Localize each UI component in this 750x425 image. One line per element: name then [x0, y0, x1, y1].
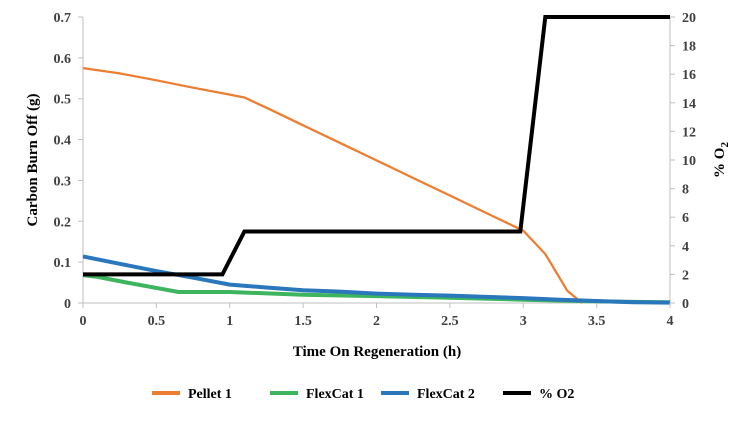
- legend-label-flexcat-2: FlexCat 2: [417, 387, 475, 402]
- x-tick-label: 0.5: [148, 314, 166, 329]
- x-tick-label: 1.5: [294, 314, 312, 329]
- y-tick-label: 0.4: [54, 134, 72, 149]
- x-tick-label: 3.5: [588, 314, 606, 329]
- y-tick-label: 0.5: [54, 93, 72, 108]
- y2-tick-label: 4: [682, 240, 689, 255]
- legend-label-o2: % O2: [539, 387, 574, 402]
- legend-label-pellet-1: Pellet 1: [188, 387, 232, 402]
- x-tick-label: 2: [373, 314, 380, 329]
- ticks-layer: 0 0.5 1 1.5 2 2.5 3 3.5 400.10.20.30.40.50.60.70…: [54, 11, 697, 329]
- y2-tick-label: 12: [682, 125, 696, 140]
- y-tick-label: 0.3: [54, 174, 72, 189]
- series-line-o2: [83, 15, 670, 277]
- x-tick-label: 3: [520, 314, 527, 329]
- y-tick-label: 0: [64, 297, 71, 312]
- y-tick-label: 0.6: [54, 52, 72, 67]
- x-tick-label: 2.5: [441, 314, 459, 329]
- y2-tick-label: 10: [682, 154, 696, 169]
- y2-axis-title: % O2: [712, 142, 731, 178]
- series-layer: [82, 15, 671, 305]
- x-axis-title: Time On Regeneration (h): [293, 344, 461, 360]
- series-line-flexcat-1: [82, 273, 671, 305]
- y-tick-label: 0.7: [54, 11, 72, 26]
- y2-tick-label: 18: [682, 40, 696, 55]
- legend: Pellet 1 FlexCat 1 FlexCat 2 % O2: [152, 387, 574, 402]
- y-tick-label: 0.1: [54, 256, 72, 271]
- x-tick-label: 4: [667, 314, 674, 329]
- y-axis-title: Carbon Burn Off (g): [25, 94, 41, 227]
- series-line-pellet-1: [82, 66, 583, 304]
- y2-tick-label: 8: [682, 183, 689, 198]
- legend-label-flexcat-1: FlexCat 1: [306, 387, 364, 402]
- x-tick-label: 1: [226, 314, 233, 329]
- y-tick-label: 0.2: [54, 215, 72, 230]
- y2-tick-label: 16: [682, 68, 696, 83]
- y2-tick-label: 2: [682, 268, 689, 283]
- x-tick-label: 0: [80, 314, 87, 329]
- y2-axis-title-subscript: 2: [719, 142, 731, 148]
- y2-axis-title-main: % O: [712, 148, 728, 178]
- y2-tick-label: 0: [682, 297, 689, 312]
- y2-tick-label: 20: [682, 11, 696, 26]
- y2-tick-label: 14: [682, 97, 696, 112]
- y2-tick-label: 6: [682, 211, 689, 226]
